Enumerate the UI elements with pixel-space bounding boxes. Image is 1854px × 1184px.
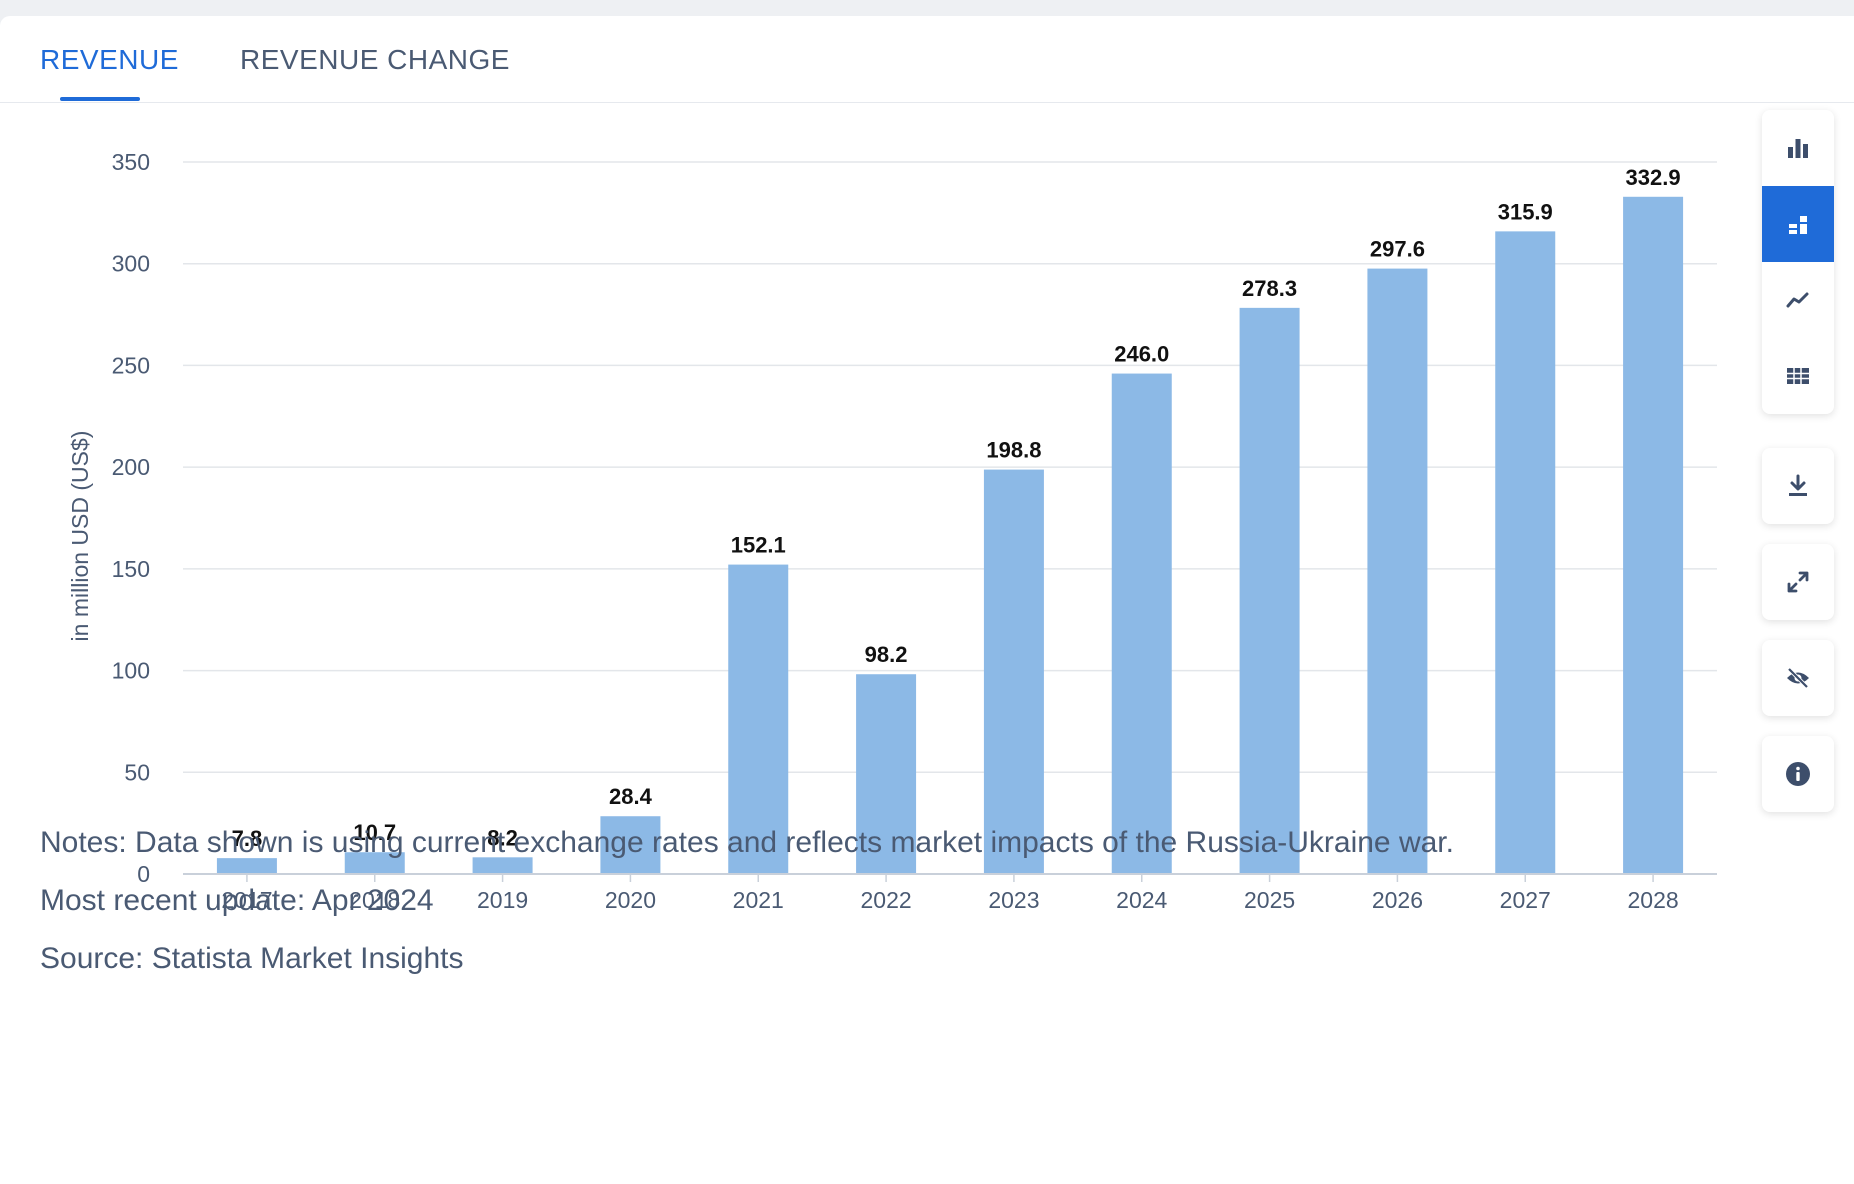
data-labels: 7.8 10.7 8.2 28.4 152.1 98.2 198.8 246.0 278.3 29…: [232, 165, 1681, 851]
y-tick-label: 100: [112, 658, 150, 684]
source-text: Source: Statista Market Insights: [40, 942, 464, 976]
download-icon: [1789, 474, 1807, 496]
x-tick-label: 2020: [605, 887, 656, 913]
data-label: 28.4: [609, 784, 653, 809]
hide-icon: [1787, 667, 1809, 689]
bar-2027[interactable]: [1495, 231, 1556, 874]
x-tick-label: 2028: [1627, 887, 1678, 913]
bar-2019[interactable]: [472, 857, 533, 874]
tab-revenue-change[interactable]: REVENUE CHANGE: [240, 44, 510, 75]
table-button[interactable]: [1762, 338, 1834, 414]
info-icon: [1786, 762, 1810, 786]
data-label: 8.2: [487, 825, 518, 850]
x-tick-label: 2023: [988, 887, 1039, 913]
update-text: Most recent update: Apr 2024: [40, 884, 434, 918]
fullscreen-icon: [1787, 571, 1809, 593]
y-tick-label: 200: [112, 454, 150, 480]
y-tick-label: 350: [112, 149, 150, 175]
tab-bar: REVENUE REVENUE CHANGE: [0, 16, 1854, 103]
bar-2023[interactable]: [983, 469, 1044, 874]
notes-line: Notes: Data shown is using current excha…: [40, 826, 1454, 859]
y-tick-label: 0: [137, 861, 150, 887]
hide-button[interactable]: [1762, 640, 1834, 716]
bar-2020[interactable]: [600, 816, 661, 874]
chart-card: REVENUE REVENUE CHANGE 7.8 10.7 8.2 28.4 152…: [0, 16, 1854, 1184]
source-line: Source: Statista Market Insights: [40, 942, 464, 975]
x-tick-label: 2017: [221, 887, 272, 913]
data-label: 7.8: [232, 826, 263, 851]
y-tick-label: 150: [112, 556, 150, 582]
bar-chart-icon: [1788, 139, 1808, 158]
line-chart-icon: [1786, 292, 1809, 308]
data-label: 332.9: [1626, 165, 1681, 190]
active-tab-indicator: [60, 97, 140, 101]
x-tick-label: 2022: [860, 887, 911, 913]
download-button[interactable]: [1762, 448, 1834, 524]
bar-2025[interactable]: [1239, 307, 1300, 874]
y-tick-label: 250: [112, 352, 150, 378]
fullscreen-button[interactable]: [1762, 544, 1834, 620]
data-label: 315.9: [1498, 199, 1553, 224]
table-icon: [1787, 368, 1809, 384]
y-tick-label: 50: [124, 759, 150, 785]
bar-2021[interactable]: [728, 564, 789, 874]
y-tick-label: 300: [112, 251, 150, 277]
data-label: 198.8: [986, 438, 1041, 463]
bars: [216, 196, 1684, 875]
data-label: 297.6: [1370, 237, 1425, 262]
data-label: 98.2: [865, 642, 908, 667]
data-label: 278.3: [1242, 276, 1297, 301]
y-axis-label: in million USD (US$): [67, 431, 93, 642]
x-tick-label: 2018: [349, 887, 400, 913]
line-chart-button[interactable]: [1762, 262, 1834, 338]
x-tick-label: 2027: [1500, 887, 1551, 913]
x-tick-label: 2025: [1244, 887, 1295, 913]
data-label: 152.1: [731, 533, 786, 558]
x-tick-label: 2026: [1372, 887, 1423, 913]
x-tick-label: 2021: [733, 887, 784, 913]
chart-type-toolbar: [1762, 110, 1834, 414]
grid-lines: [183, 161, 1717, 774]
update-line: Most recent update: Apr 2024: [40, 884, 434, 917]
axes: 0 50 100 150 200 250 300 350 2017 2018 2019 2020 202…: [112, 149, 1717, 913]
data-label: 10.7: [353, 820, 396, 845]
revenue-bar-chart: 7.8 10.7 8.2 28.4 152.1 98.2 198.8 246.0 278.3 29…: [67, 149, 1717, 913]
info-button[interactable]: [1762, 736, 1834, 812]
bar-2018[interactable]: [344, 852, 405, 874]
bar-2022[interactable]: [856, 674, 917, 874]
bar-2017[interactable]: [216, 858, 277, 874]
tab-revenue[interactable]: REVENUE: [40, 44, 179, 75]
bar-chart-button[interactable]: [1762, 110, 1834, 186]
x-tick-label: 2019: [477, 887, 528, 913]
stacked-chart-icon: [1789, 216, 1807, 234]
bar-2028[interactable]: [1623, 196, 1684, 875]
notes-text: Notes: Data shown is using current excha…: [40, 826, 1454, 860]
x-tick-label: 2024: [1116, 887, 1167, 913]
data-label: 246.0: [1114, 342, 1169, 367]
bar-2024[interactable]: [1111, 373, 1172, 874]
bar-2026[interactable]: [1367, 268, 1428, 874]
stacked-chart-button[interactable]: [1762, 186, 1834, 262]
